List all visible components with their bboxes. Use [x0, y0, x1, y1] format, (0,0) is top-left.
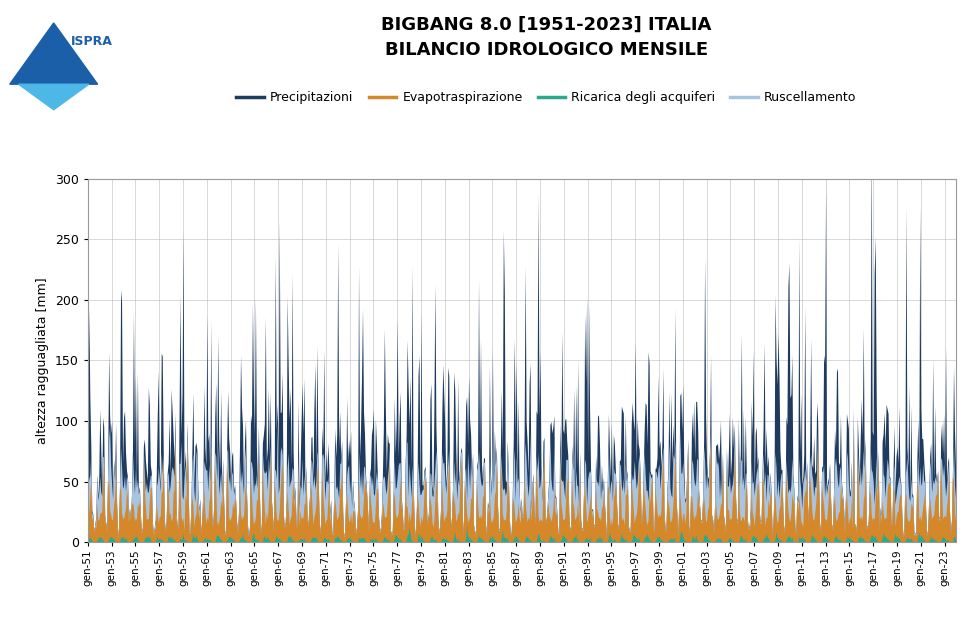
Text: ISPRA: ISPRA — [71, 35, 113, 48]
Text: BIGBANG 8.0 [1951-2023] ITALIA: BIGBANG 8.0 [1951-2023] ITALIA — [382, 16, 712, 34]
Legend: Precipitazioni, Evapotraspirazione, Ricarica degli acquiferi, Ruscellamento: Precipitazioni, Evapotraspirazione, Rica… — [231, 86, 862, 109]
Text: BILANCIO IDROLOGICO MENSILE: BILANCIO IDROLOGICO MENSILE — [385, 41, 709, 59]
Polygon shape — [10, 23, 98, 84]
Polygon shape — [19, 84, 89, 110]
Y-axis label: altezza ragguagliata [mm]: altezza ragguagliata [mm] — [36, 277, 50, 444]
